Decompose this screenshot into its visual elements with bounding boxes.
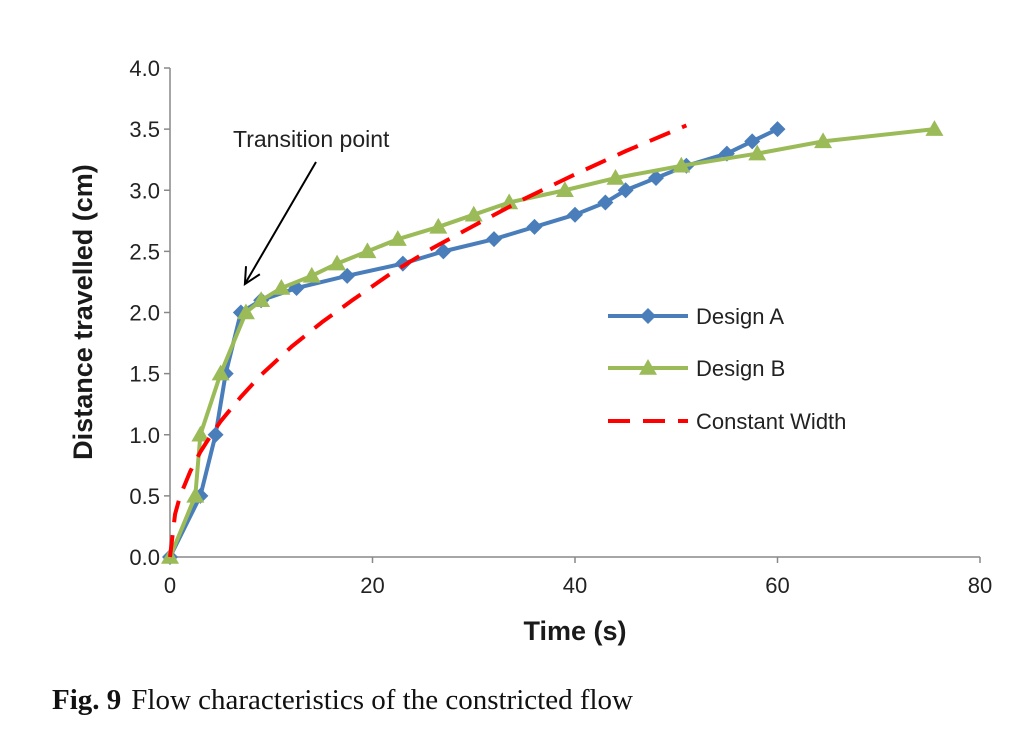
data-point-design-b xyxy=(328,254,347,271)
data-point-design-a xyxy=(486,231,502,248)
annotation-arrow-line xyxy=(244,161,317,285)
y-tick-label: 1.5 xyxy=(129,362,160,387)
data-point-design-a xyxy=(207,426,224,443)
data-point-design-a xyxy=(435,243,452,260)
data-point-design-b xyxy=(500,193,519,210)
data-point-design-b xyxy=(464,205,483,222)
data-point-design-a xyxy=(394,255,411,272)
legend-label-design-b: Design B xyxy=(696,356,785,381)
data-point-design-a xyxy=(769,121,786,138)
annotation-label: Transition point xyxy=(233,126,390,152)
series-line-design-b xyxy=(168,127,935,558)
x-tick-label: 20 xyxy=(360,573,384,598)
y-axis-title: Distance travelled (cm) xyxy=(68,164,98,460)
data-point-design-b xyxy=(388,230,407,246)
data-point-design-b xyxy=(748,144,767,161)
line-chart: 0.0 0.5 1.0 1.5 2.0 2.5 3.0 3.5 4.0 0 20 40 60 80 Des… xyxy=(68,56,992,646)
data-point-design-a xyxy=(526,218,543,235)
data-point-design-b xyxy=(186,486,205,503)
y-tick-label: 0.0 xyxy=(129,545,160,570)
legend-marker-design-b xyxy=(639,359,657,375)
data-point-design-a xyxy=(597,194,614,211)
data-point-design-b xyxy=(814,132,833,149)
data-point-design-b xyxy=(302,266,321,283)
legend: Design A Design B Constant Width xyxy=(608,304,846,434)
data-point-design-a xyxy=(648,170,664,187)
data-point-design-b xyxy=(236,303,255,320)
x-tick-label: 60 xyxy=(765,573,789,598)
data-point-design-a xyxy=(617,182,634,199)
legend-marker-design-a xyxy=(640,308,656,324)
data-point-design-b xyxy=(252,291,271,308)
legend-label-design-a: Design A xyxy=(696,304,784,329)
x-tick-label: 0 xyxy=(164,573,176,598)
axes: 0.0 0.5 1.0 1.5 2.0 2.5 3.0 3.5 4.0 0 20 40 60 80 xyxy=(129,56,992,598)
data-point-design-a xyxy=(744,133,761,150)
annotation-arrow-head xyxy=(243,266,261,286)
data-point-design-a xyxy=(567,206,583,223)
x-tick-label: 80 xyxy=(968,573,992,598)
series-line-design-a xyxy=(168,127,779,558)
figure-caption: Fig. 9 Flow characteristics of the constr… xyxy=(52,684,633,717)
y-tick-label: 2.0 xyxy=(129,301,160,326)
data-point-design-b xyxy=(429,217,448,234)
data-point-design-b xyxy=(358,242,377,259)
series-layer xyxy=(161,120,944,565)
data-point-design-a xyxy=(339,267,356,284)
y-tick-label: 3.0 xyxy=(129,178,160,203)
x-tick-label: 40 xyxy=(563,573,587,598)
data-point-design-b xyxy=(272,279,291,295)
y-tick-label: 3.5 xyxy=(129,117,160,142)
series-constant-width xyxy=(168,123,688,558)
data-point-design-b xyxy=(191,425,210,442)
y-tick-label: 4.0 xyxy=(129,56,160,81)
y-tick-label: 2.5 xyxy=(129,239,160,264)
legend-item-design-a: Design A xyxy=(608,304,784,329)
legend-label-constant-width: Constant Width xyxy=(696,409,846,434)
y-tick-label: 0.5 xyxy=(129,484,160,509)
x-axis-title: Time (s) xyxy=(523,616,626,646)
y-tick-label: 1.0 xyxy=(129,423,160,448)
annotation: Transition point xyxy=(233,126,390,286)
data-point-design-b xyxy=(606,169,625,185)
figure-caption-label: Fig. 9 xyxy=(52,684,122,716)
series-design-b xyxy=(161,120,944,564)
figure-caption-text: Flow characteristics of the constricted … xyxy=(131,684,633,716)
series-line-constant-width xyxy=(168,123,688,558)
data-point-design-b xyxy=(555,181,574,197)
data-point-design-b xyxy=(925,120,944,136)
legend-item-constant-width: Constant Width xyxy=(608,409,846,434)
series-design-a xyxy=(162,121,786,565)
data-point-design-b xyxy=(211,364,230,381)
data-point-design-b xyxy=(672,156,691,173)
legend-item-design-b: Design B xyxy=(608,356,785,381)
